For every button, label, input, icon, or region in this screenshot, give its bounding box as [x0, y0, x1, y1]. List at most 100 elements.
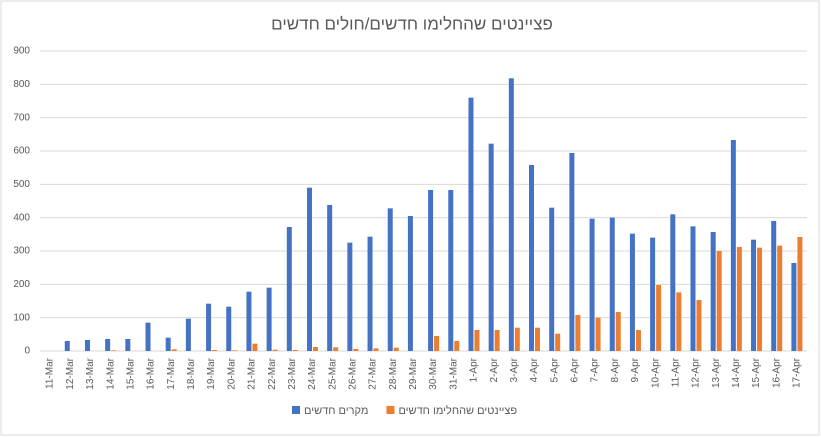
- x-tick-label: 19-Mar: [206, 357, 217, 389]
- bar: [514, 327, 520, 351]
- bar: [145, 322, 151, 351]
- bar: [333, 347, 339, 351]
- bar: [185, 318, 191, 351]
- x-tick-label: 1-Apr: [469, 357, 480, 382]
- bar: [212, 350, 218, 351]
- bar: [508, 78, 514, 351]
- bar: [529, 165, 535, 351]
- bar: [353, 349, 359, 351]
- bar: [105, 339, 111, 351]
- x-tick-label: 26-Mar: [347, 357, 358, 389]
- y-tick-label: 800: [13, 79, 30, 90]
- x-tick-label: 5-Apr: [549, 357, 560, 382]
- x-tick-label: 8-Apr: [610, 357, 621, 382]
- x-tick-label: 10-Apr: [650, 357, 661, 388]
- x-tick-label: 21-Mar: [247, 357, 258, 389]
- y-tick-label: 600: [13, 146, 30, 157]
- y-tick-label: 200: [13, 279, 30, 290]
- bar: [676, 292, 682, 351]
- y-tick-label: 700: [13, 112, 30, 123]
- chart-title: פציינטים שהחלימו חדשים/חולים חדשים: [271, 14, 553, 33]
- bar: [64, 341, 70, 351]
- x-tick-label: 13-Mar: [85, 357, 96, 389]
- bar: [111, 350, 117, 351]
- x-tick-label: 6-Apr: [570, 357, 581, 382]
- x-tick-label: 14-Mar: [105, 357, 116, 389]
- x-tick-label: 24-Mar: [307, 357, 318, 389]
- bar: [232, 350, 238, 351]
- bar: [615, 312, 621, 351]
- bar: [306, 187, 312, 351]
- x-tick-label: 9-Apr: [630, 357, 641, 382]
- x-tick-label: 11-Apr: [670, 357, 681, 387]
- bar: [629, 233, 635, 351]
- x-tick-label: 31-Mar: [448, 357, 459, 389]
- bar: [635, 330, 641, 351]
- bar: [650, 237, 656, 351]
- bar: [347, 242, 353, 351]
- bar: [575, 315, 581, 351]
- x-tick-label: 12-Mar: [65, 357, 76, 389]
- bar: [535, 327, 541, 351]
- bar: [696, 300, 702, 351]
- y-tick-label: 400: [13, 212, 30, 223]
- x-tick-label: 30-Mar: [428, 357, 439, 389]
- bar: [206, 303, 212, 351]
- bar: [656, 285, 662, 351]
- bar: [595, 317, 601, 351]
- bar: [474, 330, 480, 351]
- bar: [171, 349, 177, 351]
- bar: [791, 263, 797, 351]
- x-tick-label: 11-Mar: [45, 357, 56, 389]
- bar: [468, 97, 474, 352]
- bar: [589, 218, 595, 351]
- bar: [494, 330, 500, 351]
- bar: [393, 347, 399, 351]
- bar: [751, 239, 757, 351]
- legend-swatch: [386, 406, 395, 414]
- bar: [454, 341, 460, 351]
- legend-label: פציינטים שהחלימו חדשים: [398, 404, 517, 417]
- bar: [609, 217, 615, 351]
- x-tick-label: 3-Apr: [509, 357, 520, 382]
- bar: [428, 190, 434, 351]
- y-tick-label: 500: [13, 179, 30, 190]
- x-tick-label: 20-Mar: [226, 357, 237, 389]
- x-tick-label: 28-Mar: [388, 357, 399, 389]
- legend-swatch: [292, 406, 300, 414]
- bar: [736, 247, 742, 351]
- x-tick-label: 15-Apr: [751, 357, 762, 388]
- bar: [771, 221, 777, 351]
- bar: [367, 236, 373, 351]
- bar: [670, 214, 676, 351]
- x-tick-label: 4-Apr: [529, 357, 540, 382]
- bar: [125, 339, 131, 351]
- bar: [488, 143, 494, 351]
- bar: [549, 207, 555, 351]
- bar: [777, 245, 783, 351]
- x-tick-label: 16-Apr: [771, 357, 782, 388]
- bar: [448, 190, 454, 351]
- bar: [710, 232, 716, 351]
- x-tick-label: 17-Apr: [792, 357, 803, 388]
- bar: [312, 347, 318, 351]
- y-tick-label: 100: [13, 312, 30, 323]
- y-tick-label: 0: [24, 346, 30, 357]
- bar: [569, 153, 575, 351]
- bar: [407, 216, 413, 351]
- x-tick-label: 17-Mar: [166, 357, 177, 389]
- bar: [165, 337, 171, 351]
- bar: [730, 140, 736, 351]
- bar: [327, 205, 333, 351]
- bar: [84, 340, 90, 351]
- bar: [797, 237, 803, 351]
- x-tick-label: 13-Apr: [711, 357, 722, 388]
- x-tick-label: 18-Mar: [186, 357, 197, 389]
- x-tick-label: 29-Mar: [408, 357, 419, 389]
- bar: [716, 251, 722, 351]
- bar: [226, 306, 232, 351]
- bar: [757, 247, 763, 351]
- x-tick-label: 27-Mar: [368, 357, 379, 389]
- bar: [555, 333, 561, 351]
